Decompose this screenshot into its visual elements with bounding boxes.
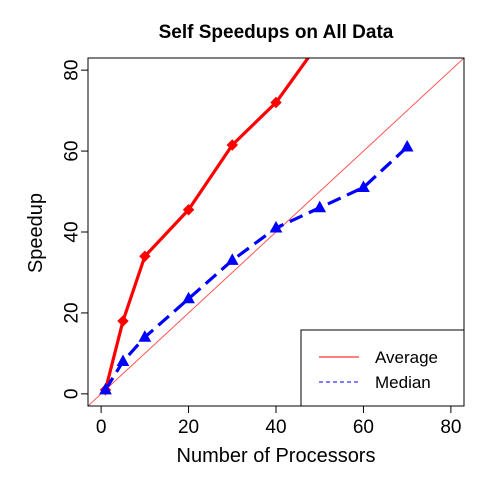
y-tick-label: 20 — [62, 302, 83, 323]
y-tick-label: 80 — [62, 60, 83, 81]
series-median-point — [357, 180, 370, 192]
y-axis-label: Speedup — [25, 193, 47, 273]
chart-title: Self Speedups on All Data — [159, 22, 394, 43]
series-average-point — [182, 204, 195, 216]
legend-average-label: Average — [375, 348, 438, 367]
legend-box — [300, 329, 465, 407]
series-average-point — [226, 139, 238, 151]
legend-median-label: Median — [375, 373, 431, 392]
x-tick-label: 40 — [265, 417, 286, 438]
x-tick-label: 0 — [96, 417, 107, 438]
series-average-point — [139, 250, 151, 262]
x-axis-label: Number of Processors — [177, 445, 376, 467]
x-tick-label: 60 — [353, 417, 374, 438]
plot-area — [88, 58, 464, 406]
series-median-point — [225, 253, 239, 265]
y-tick-label: 40 — [62, 221, 83, 242]
series-median-point — [182, 291, 195, 304]
series-median-point — [313, 200, 327, 213]
axes: 0 20 40 60 80 0 20 40 60 80 — [62, 57, 465, 438]
series-average-point — [270, 96, 282, 109]
series-median-point — [138, 330, 152, 342]
y-tick-label: 60 — [62, 140, 83, 161]
series-median-point — [400, 139, 414, 152]
series-median-point — [269, 220, 283, 233]
series-average-point — [117, 315, 129, 327]
series-median-line — [104, 145, 409, 391]
series-median-point — [116, 354, 130, 366]
x-tick-label: 20 — [178, 417, 199, 438]
y-tick-label: 0 — [62, 389, 83, 400]
series-median-point — [99, 382, 112, 395]
series-average-line — [103, 58, 311, 391]
x-tick-label: 80 — [440, 417, 461, 438]
legend: Average Median — [300, 329, 465, 407]
